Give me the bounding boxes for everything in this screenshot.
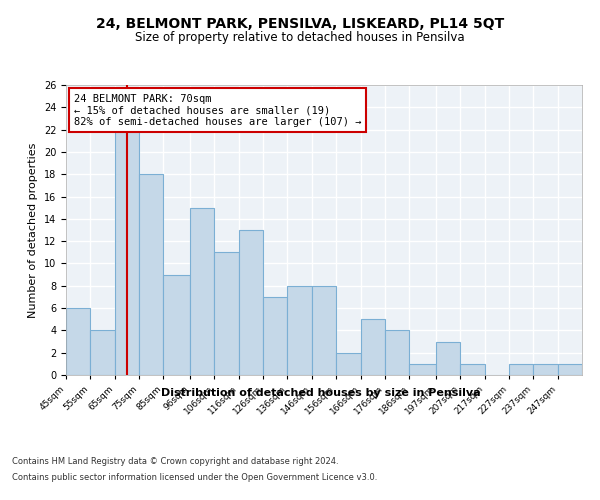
Bar (239, 230, 263, 375)
Bar (190, 208, 214, 375)
Bar (385, 330, 409, 375)
Bar (361, 319, 385, 375)
Bar (336, 352, 361, 375)
Text: 24 BELMONT PARK: 70sqm
← 15% of detached houses are smaller (19)
82% of semi-det: 24 BELMONT PARK: 70sqm ← 15% of detached… (74, 94, 361, 127)
Text: Size of property relative to detached houses in Pensilva: Size of property relative to detached ho… (135, 31, 465, 44)
Y-axis label: Number of detached properties: Number of detached properties (28, 142, 38, 318)
Bar (312, 286, 336, 375)
Bar (409, 364, 436, 375)
Text: Contains HM Land Registry data © Crown copyright and database right 2024.: Contains HM Land Registry data © Crown c… (12, 458, 338, 466)
Bar (263, 297, 287, 375)
Bar (287, 286, 312, 375)
Bar (509, 364, 533, 375)
Bar (436, 342, 460, 375)
Text: 24, BELMONT PARK, PENSILVA, LISKEARD, PL14 5QT: 24, BELMONT PARK, PENSILVA, LISKEARD, PL… (96, 18, 504, 32)
Bar (557, 364, 582, 375)
Bar (163, 274, 190, 375)
Bar (115, 130, 139, 375)
Bar (66, 308, 91, 375)
Bar (460, 364, 485, 375)
Text: Distribution of detached houses by size in Pensilva: Distribution of detached houses by size … (161, 388, 481, 398)
Text: Contains public sector information licensed under the Open Government Licence v3: Contains public sector information licen… (12, 472, 377, 482)
Bar (139, 174, 163, 375)
Bar (91, 330, 115, 375)
Bar (533, 364, 557, 375)
Bar (214, 252, 239, 375)
